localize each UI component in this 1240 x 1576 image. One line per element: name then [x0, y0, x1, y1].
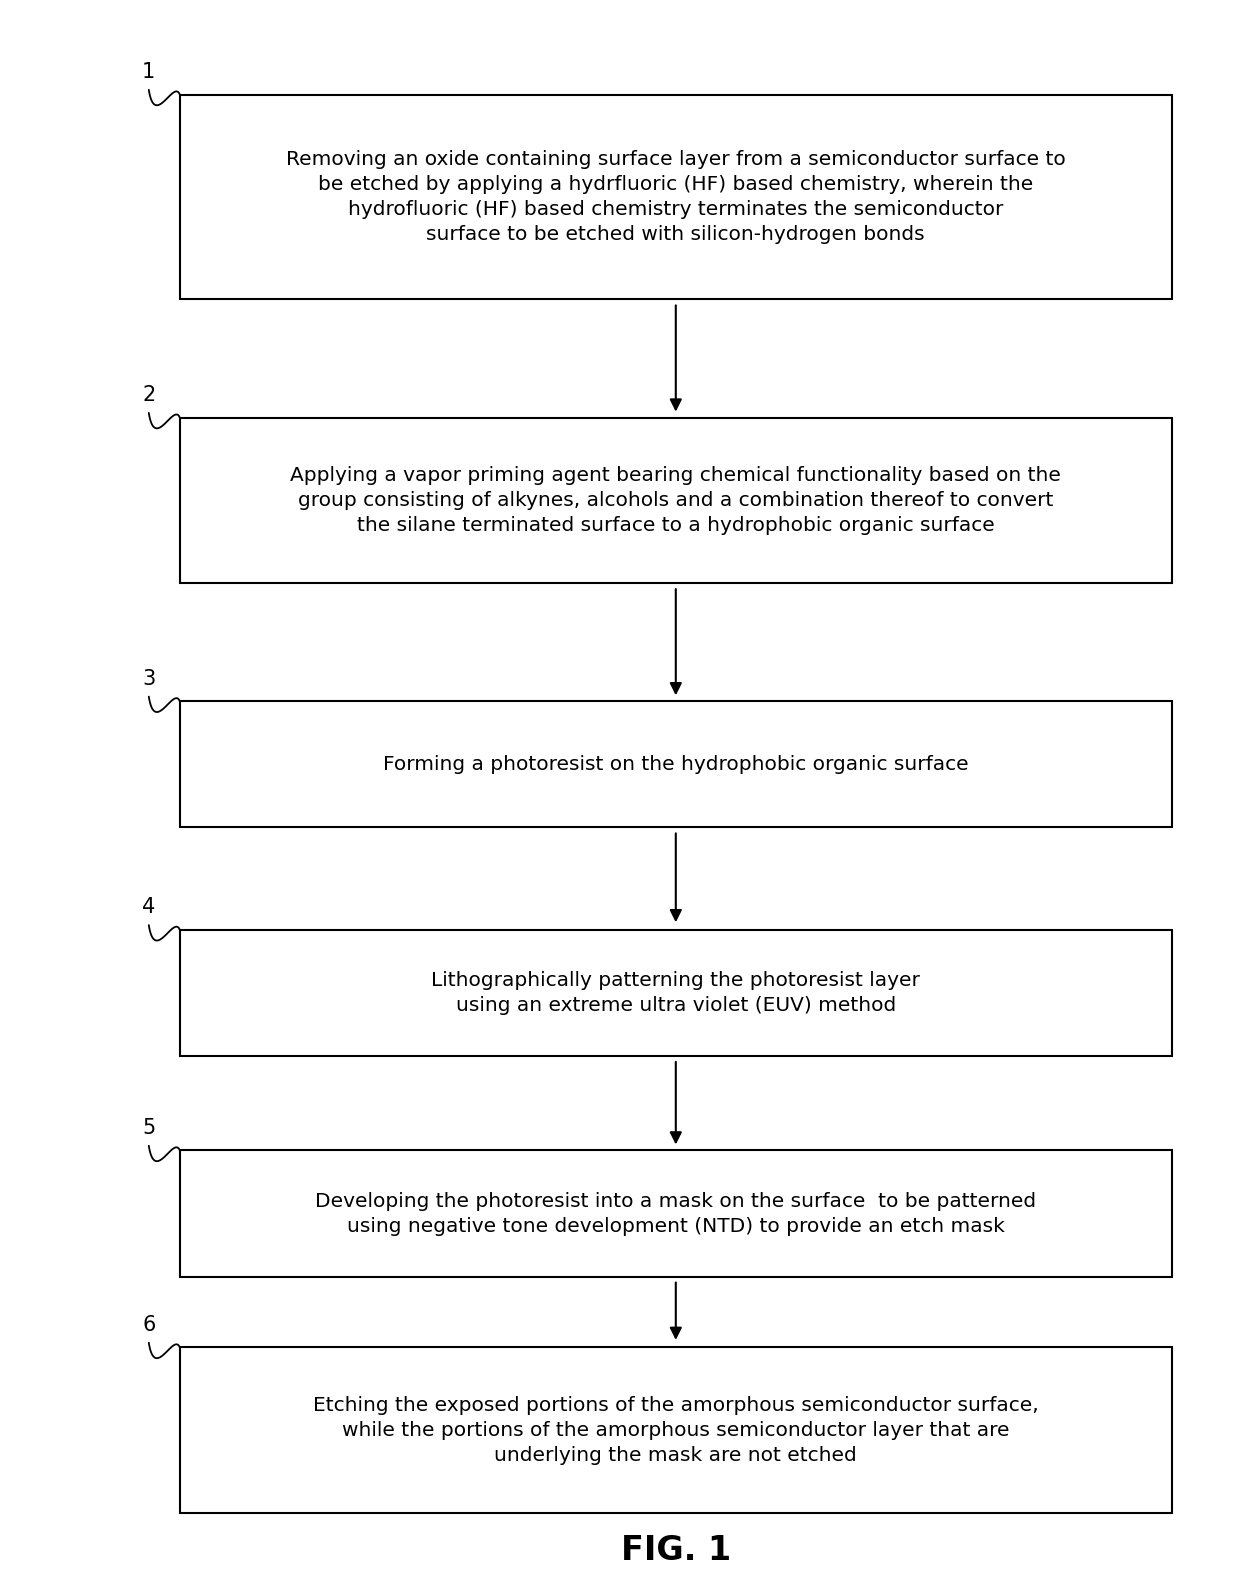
Text: Lithographically patterning the photoresist layer
using an extreme ultra violet : Lithographically patterning the photores…	[432, 971, 920, 1015]
Bar	[180, 95, 1172, 299]
Text: Applying a vapor priming agent bearing chemical functionality based on the
group: Applying a vapor priming agent bearing c…	[290, 466, 1061, 534]
Text: 4: 4	[143, 897, 155, 917]
Bar	[180, 930, 1172, 1056]
Bar	[180, 1150, 1172, 1277]
Text: 2: 2	[143, 385, 155, 405]
Text: 5: 5	[143, 1117, 155, 1138]
Text: 3: 3	[143, 668, 155, 689]
Text: Removing an oxide containing surface layer from a semiconductor surface to
be et: Removing an oxide containing surface lay…	[286, 150, 1065, 244]
Text: Developing the photoresist into a mask on the surface  to be patterned
using neg: Developing the photoresist into a mask o…	[315, 1191, 1037, 1236]
Text: 6: 6	[143, 1314, 155, 1335]
Text: Forming a photoresist on the hydrophobic organic surface: Forming a photoresist on the hydrophobic…	[383, 755, 968, 774]
Bar	[180, 418, 1172, 583]
Text: 1: 1	[143, 61, 155, 82]
Bar	[180, 1347, 1172, 1513]
Text: Etching the exposed portions of the amorphous semiconductor surface,
while the p: Etching the exposed portions of the amor…	[312, 1396, 1039, 1464]
Bar	[180, 701, 1172, 827]
Text: FIG. 1: FIG. 1	[621, 1535, 730, 1567]
